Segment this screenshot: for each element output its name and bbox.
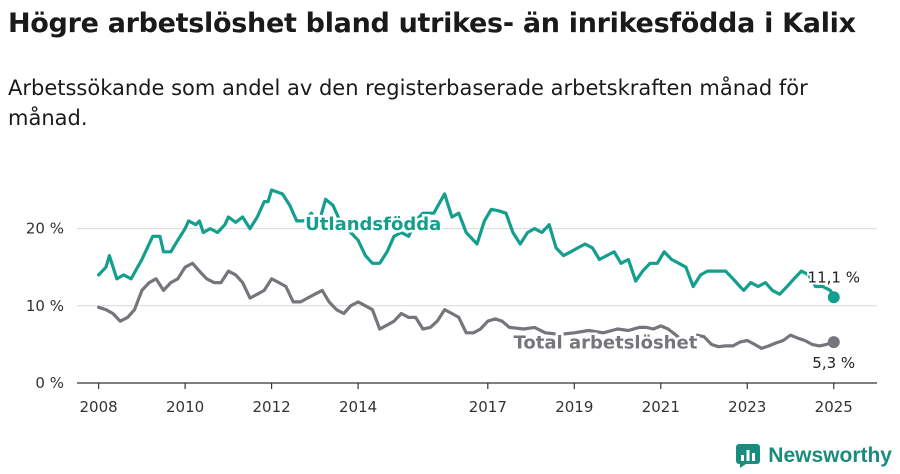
x-tick-label: 2023: [728, 398, 766, 416]
brand-name: Newsworthy: [768, 444, 892, 467]
x-tick-label: 2017: [469, 398, 507, 416]
y-tick-label: 20 %: [26, 220, 64, 238]
y-tick-label: 10 %: [26, 297, 64, 315]
series-label-utlandsfodda: Utlandsfödda: [305, 214, 441, 235]
x-tick-label: 2012: [253, 398, 291, 416]
series-end-marker: [827, 336, 840, 349]
y-tick-label: 0 %: [35, 374, 64, 392]
chart-subtitle: Arbetssökande som andel av den registerb…: [8, 76, 808, 130]
series-line-utlandsfodda: [97, 188, 836, 299]
newsworthy-chart-icon: [736, 444, 761, 468]
chart-title: Högre arbetslöshet bland utrikes- än inr…: [8, 8, 856, 39]
series-end-marker: [827, 291, 840, 304]
end-value-label: 11,1 %: [808, 268, 860, 286]
x-tick-label: 2014: [339, 398, 377, 416]
x-tick-label: 2019: [555, 398, 593, 416]
series-label-total: Total arbetslöshet: [514, 332, 698, 353]
series-line-total: [97, 261, 836, 350]
end-value-label: 5,3 %: [812, 354, 855, 372]
brand-logo: Newsworthy: [736, 444, 892, 468]
x-tick-label: 2021: [642, 398, 680, 416]
x-tick-label: 2010: [166, 398, 204, 416]
x-tick-label: 2008: [80, 398, 118, 416]
x-tick-label: 2025: [815, 398, 853, 416]
